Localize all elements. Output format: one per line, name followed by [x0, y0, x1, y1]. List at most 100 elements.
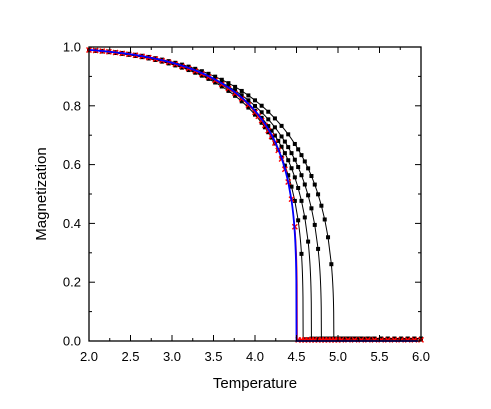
x-tick-label: 5.5 [370, 349, 388, 364]
data-point [219, 84, 224, 89]
series-line [88, 49, 418, 342]
data-point [299, 251, 304, 256]
data-point [266, 124, 271, 129]
data-point [206, 71, 211, 76]
y-tick-label: 1.0 [63, 40, 81, 55]
series-1 [87, 47, 423, 342]
data-point [326, 235, 331, 240]
data-point [296, 147, 301, 152]
x-tick-label: 3.5 [204, 349, 222, 364]
data-point [309, 206, 314, 211]
data-point [239, 88, 244, 93]
data-point [272, 133, 277, 138]
data-point [286, 158, 291, 163]
data-point [306, 166, 311, 171]
y-tick-label: 0.8 [63, 98, 81, 113]
data-point [296, 218, 301, 223]
data-point [199, 73, 204, 78]
data-point [226, 81, 231, 86]
data-point [282, 151, 287, 156]
data-point [246, 98, 251, 103]
series-line [88, 49, 419, 342]
data-point [269, 135, 274, 140]
data-point [246, 105, 251, 110]
data-point [279, 134, 284, 139]
data-point [342, 336, 347, 341]
data-point [276, 138, 281, 143]
data-point [289, 166, 294, 171]
data-point [286, 132, 291, 137]
data-point [299, 198, 304, 203]
y-tick-label: 0.2 [63, 275, 81, 290]
data-point [233, 84, 238, 89]
plot-frame [88, 46, 422, 342]
data-point [266, 109, 271, 114]
x-tick-label: 2.0 [80, 349, 98, 364]
y-axis-title: Magnetization [33, 147, 50, 240]
x-tick-label: 4.0 [246, 349, 264, 364]
x-tick-label: 6.0 [412, 349, 430, 364]
data-point [316, 192, 321, 197]
data-point [286, 145, 291, 150]
data-point [193, 70, 198, 75]
x-axis-title: Temperature [213, 375, 297, 392]
series-2 [87, 48, 423, 342]
data-point [266, 130, 271, 135]
data-point [296, 185, 301, 190]
data-point [259, 110, 264, 115]
y-tick-label: 0.6 [63, 157, 81, 172]
x-tick-label: 5.0 [329, 349, 347, 364]
data-point [173, 63, 178, 68]
series-line [88, 49, 419, 342]
y-tick-label: 0.0 [63, 334, 81, 349]
data-point [219, 77, 224, 82]
x-tick-label: 3.0 [163, 349, 181, 364]
data-point [302, 215, 307, 220]
data-point [299, 153, 304, 158]
data-point [306, 239, 311, 244]
series-line [88, 49, 420, 342]
data-point [253, 98, 257, 103]
data-point [259, 120, 264, 125]
data-point [233, 93, 238, 98]
series-line [88, 49, 418, 342]
data-point [266, 117, 271, 122]
data-point [226, 88, 231, 93]
data-point [329, 262, 334, 267]
x-tick-label: 2.5 [121, 349, 139, 364]
data-point [312, 182, 317, 187]
series-layer [86, 47, 424, 343]
data-point [272, 125, 277, 130]
data-point [239, 99, 244, 104]
data-point [253, 103, 257, 108]
data-point [299, 173, 304, 178]
data-point [292, 175, 297, 180]
data-point [199, 69, 204, 74]
data-point [213, 74, 218, 79]
data-point [160, 59, 165, 64]
data-point [296, 165, 301, 170]
data-point [322, 217, 327, 222]
data-point [239, 93, 244, 98]
data-point [213, 80, 218, 85]
data-point [166, 61, 171, 66]
data-point [302, 159, 307, 164]
data-point [312, 222, 317, 227]
data-point [289, 184, 294, 189]
data-point [206, 76, 211, 81]
data-point [262, 125, 267, 130]
series-5 [86, 47, 424, 343]
data-point [272, 116, 277, 121]
data-point [269, 128, 274, 133]
data-point [233, 88, 238, 93]
data-point [302, 182, 307, 187]
data-point [186, 68, 191, 73]
data-point [306, 193, 311, 198]
data-point [292, 198, 297, 203]
series-6 [88, 49, 418, 342]
data-point [292, 157, 297, 162]
data-point [259, 103, 264, 108]
data-point [289, 151, 294, 156]
data-point [179, 65, 184, 70]
